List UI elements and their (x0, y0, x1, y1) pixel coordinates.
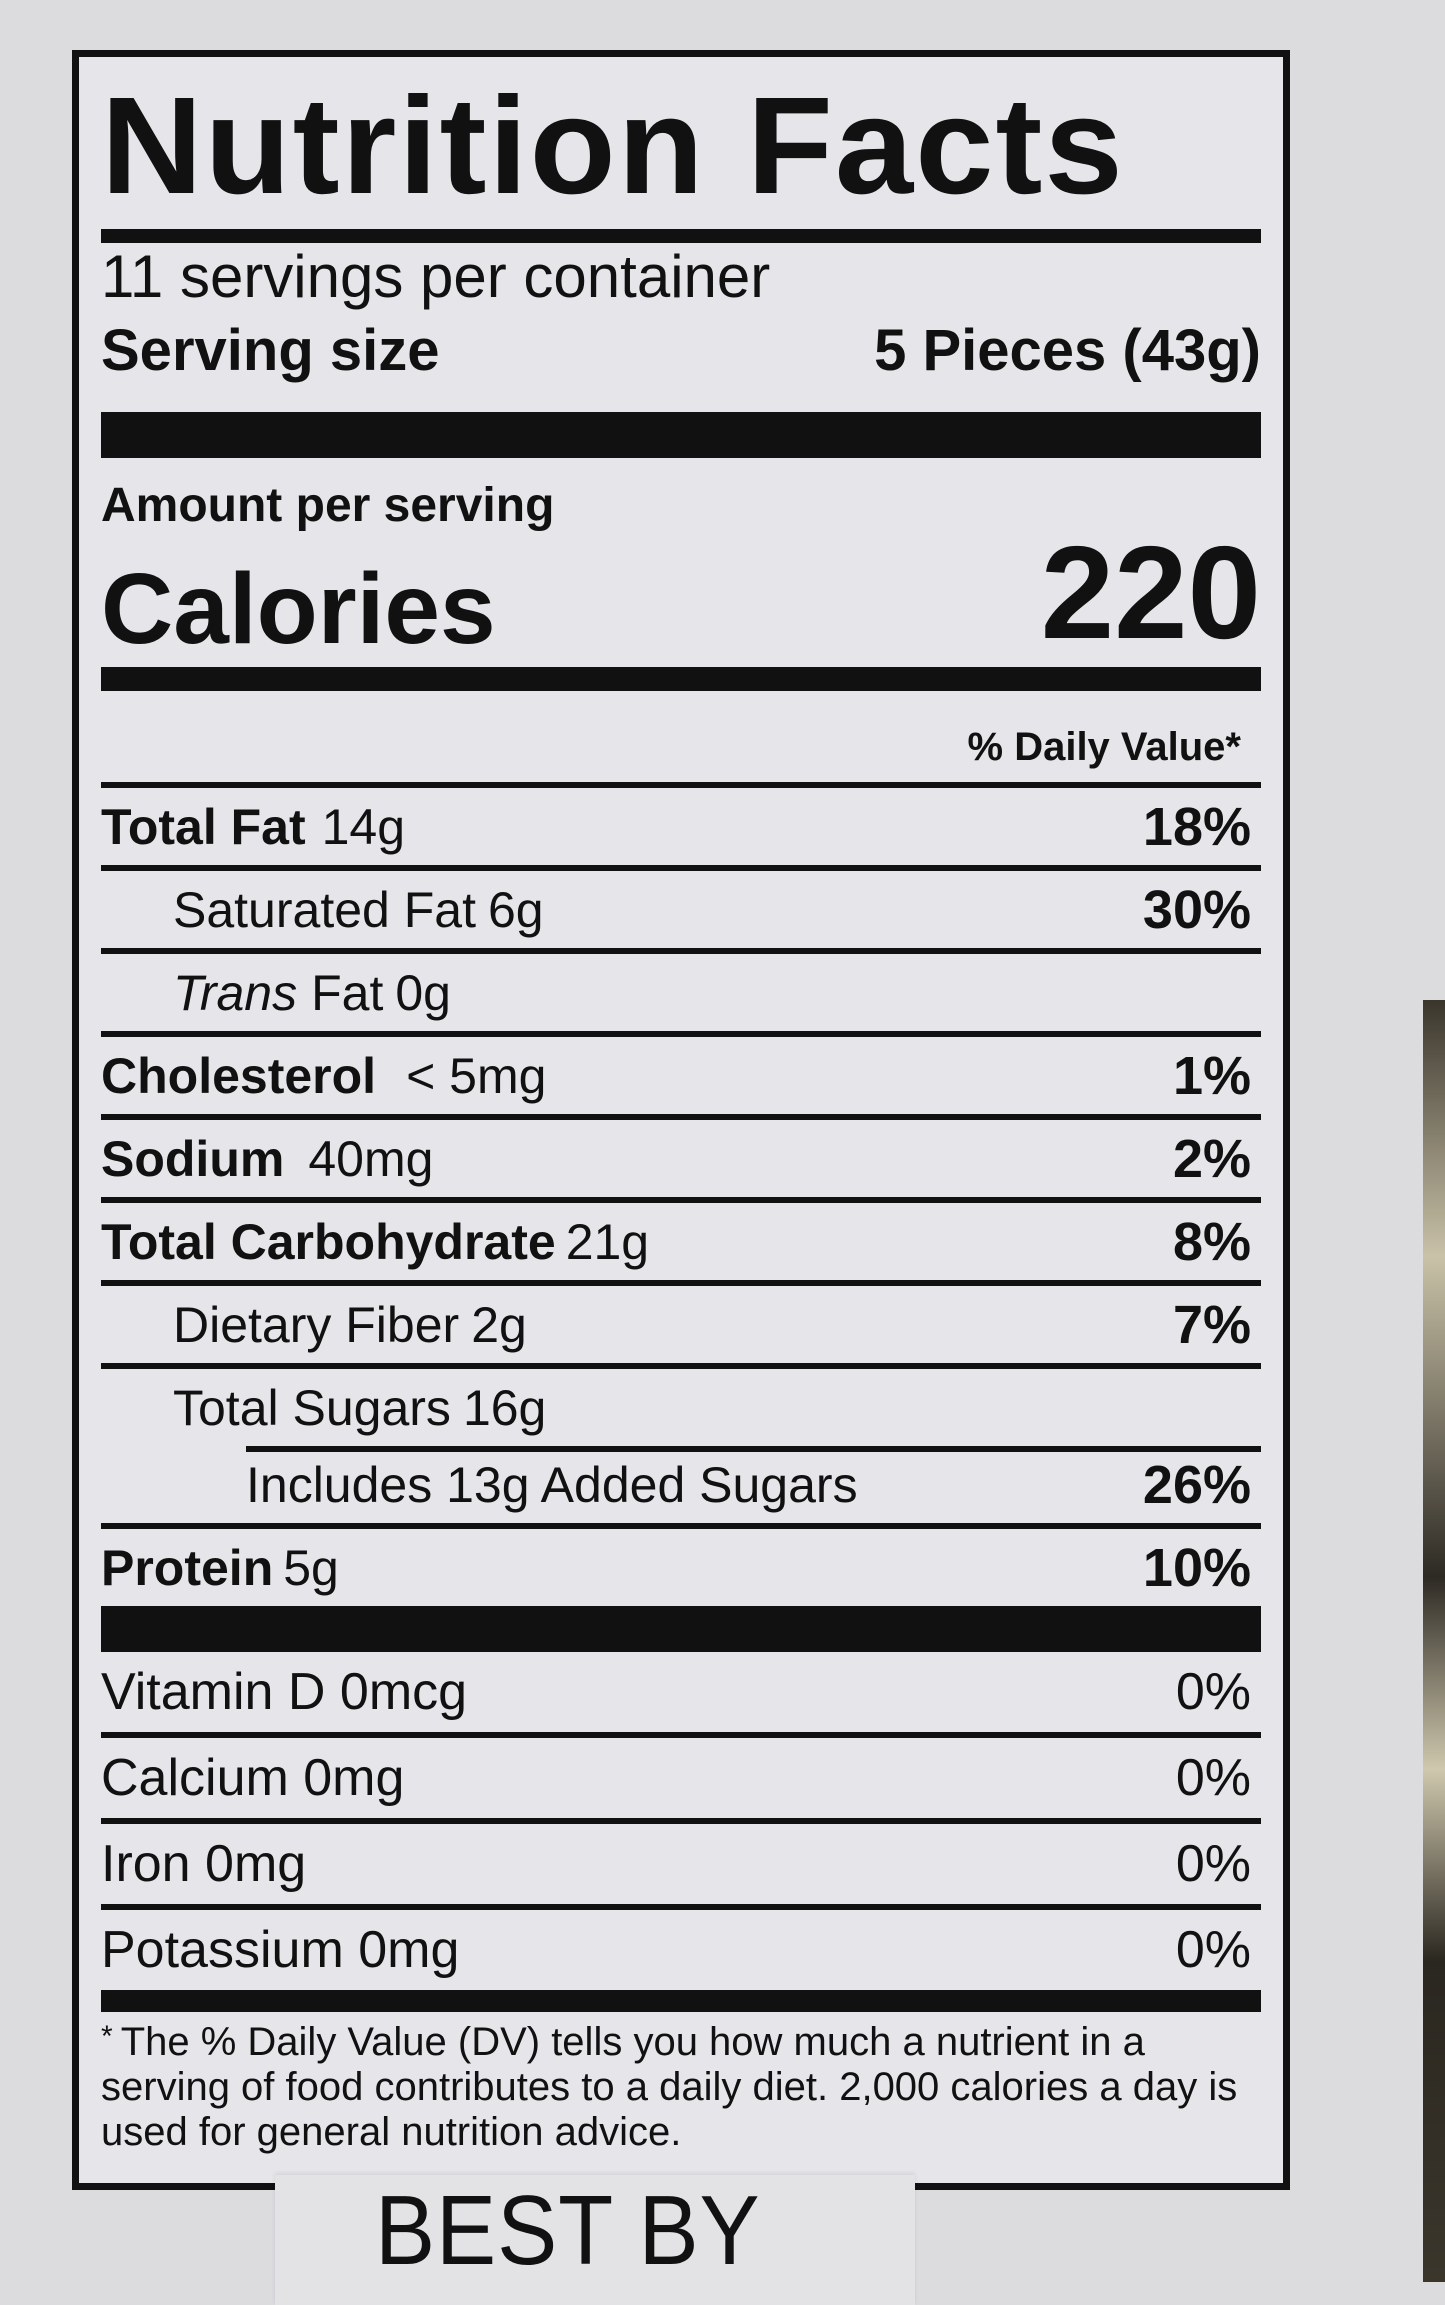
nutrient-name-italic: Trans (173, 964, 298, 1021)
nutrient-name: Cholesterol (101, 1047, 377, 1104)
divider-footnote (101, 1990, 1261, 2012)
nutrient-dv: 26% (1142, 1454, 1251, 1515)
nutrient-amount: 0g (395, 964, 451, 1021)
vitamin-dv: 0% (1175, 1663, 1251, 1721)
nutrient-row-total-carbohydrate: Total Carbohydrate 21g 8% (101, 1197, 1261, 1280)
background-shadow (1423, 1000, 1445, 2282)
footnote-asterisk: * (101, 2020, 113, 2053)
divider-thin (101, 229, 1261, 243)
vitamin-name: Iron 0mg (101, 1835, 307, 1893)
nutrient-dv: 18% (1142, 796, 1251, 857)
serving-size-row: Serving size 5 Pieces (43g) (101, 322, 1261, 380)
nutrient-table: Total Fat 14g 18% Saturated Fat 6g 30% T… (101, 782, 1261, 2154)
nutrient-row-cholesterol: Cholesterol < 5mg 1% (101, 1031, 1261, 1114)
best-by-text: BEST BY (375, 2175, 761, 2285)
nutrient-dv: 1% (1172, 1045, 1251, 1106)
serving-size-label: Serving size (101, 318, 440, 383)
nutrient-name: Fat (311, 964, 384, 1021)
daily-value-footnote: * The % Daily Value (DV) tells you how mu… (101, 2012, 1261, 2154)
nutrient-row-total-sugars: Total Sugars 16g (101, 1363, 1261, 1446)
nutrient-amount: 16g (462, 1379, 547, 1436)
calories-label: Calories (101, 553, 496, 665)
nutrient-amount: < 5mg (406, 1047, 547, 1104)
nutrient-amount: 6g (487, 881, 544, 938)
nutrient-row-saturated-fat: Saturated Fat 6g 30% (101, 865, 1261, 948)
nutrient-amount: 14g (321, 798, 406, 855)
daily-value-header: % Daily Value* (967, 725, 1241, 769)
nutrient-name: Saturated Fat (173, 881, 476, 938)
divider-medium (101, 667, 1261, 691)
vitamin-row-iron: Iron 0mg 0% (101, 1824, 1261, 1910)
nutrient-name: Total Sugars (173, 1379, 451, 1436)
nutrient-dv: 30% (1142, 879, 1251, 940)
footnote-text: The % Daily Value (DV) tells you how muc… (101, 2020, 1238, 2154)
vitamin-name: Potassium 0mg (101, 1921, 460, 1979)
nutrient-amount: 21g (565, 1213, 650, 1270)
servings-per-container: 11 servings per container (101, 243, 771, 310)
vitamin-name: Vitamin D 0mcg (101, 1663, 468, 1721)
nutrient-dv: 7% (1172, 1294, 1251, 1355)
vitamin-dv: 0% (1175, 1921, 1251, 1979)
calories-row: Calories 220 (101, 519, 1261, 666)
serving-size-value: 5 Pieces (43g) (874, 318, 1261, 383)
nutrient-dv: 8% (1172, 1211, 1251, 1272)
nutrient-amount: 40mg (308, 1130, 434, 1187)
best-by-sticker: BEST BY (275, 2175, 915, 2305)
nutrient-row-trans-fat: Trans Fat 0g (101, 948, 1261, 1031)
nutrient-row-dietary-fiber: Dietary Fiber 2g 7% (101, 1280, 1261, 1363)
nutrient-amount: 5g (283, 1539, 339, 1596)
vitamin-row-vitamin-d: Vitamin D 0mcg 0% (101, 1652, 1261, 1738)
nutrient-name: Protein (101, 1539, 274, 1596)
nutrient-name: Total Carbohydrate (101, 1213, 556, 1270)
vitamin-row-potassium: Potassium 0mg 0% (101, 1910, 1261, 1990)
nutrient-name: Includes 13g Added Sugars (246, 1456, 858, 1513)
vitamin-dv: 0% (1175, 1835, 1251, 1893)
nutrient-dv: 10% (1142, 1537, 1251, 1598)
vitamin-name: Calcium 0mg (101, 1749, 405, 1807)
vitamin-table: Vitamin D 0mcg 0% Calcium 0mg 0% Iron 0m… (101, 1652, 1261, 1990)
divider-thick (101, 412, 1261, 458)
nutrient-row-protein: Protein 5g 10% (101, 1523, 1261, 1606)
nutrient-dv: 2% (1172, 1128, 1251, 1189)
nutrition-facts-label: Nutrition Facts 11 servings per containe… (72, 50, 1290, 2190)
calories-value: 220 (1040, 519, 1261, 666)
nutrient-row-added-sugars: Includes 13g Added Sugars 26% (101, 1446, 1261, 1523)
divider-thick-vitamins (101, 1606, 1261, 1652)
nutrient-name: Total Fat (101, 798, 306, 855)
vitamin-row-calcium: Calcium 0mg 0% (101, 1738, 1261, 1824)
vitamin-dv: 0% (1175, 1749, 1251, 1807)
amount-per-serving: Amount per serving (101, 479, 555, 532)
nutrient-row-total-fat: Total Fat 14g 18% (101, 782, 1261, 865)
nutrient-name: Dietary Fiber (173, 1296, 460, 1353)
nutrient-row-sodium: Sodium 40mg 2% (101, 1114, 1261, 1197)
nutrient-amount: 2g (471, 1296, 527, 1353)
label-title: Nutrition Facts (101, 69, 1125, 223)
nutrient-name: Sodium (101, 1130, 285, 1187)
